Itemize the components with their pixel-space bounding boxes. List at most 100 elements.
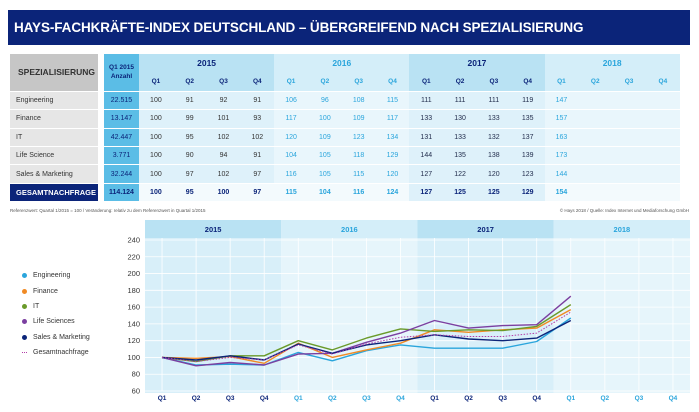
- index-value: [612, 90, 646, 110]
- index-value: 93: [240, 109, 275, 128]
- chart-legend: Engineering Finance IT Life Sciences Sales &…: [22, 268, 90, 360]
- index-value: 119: [510, 90, 545, 110]
- x-tick-label: Q4: [396, 395, 405, 402]
- quarter-header: Q2: [307, 72, 342, 91]
- year-band-header: [553, 220, 690, 238]
- row-count: 13.147: [104, 109, 139, 128]
- index-value: 120: [476, 164, 511, 183]
- y-tick-label: 140: [127, 319, 140, 328]
- index-value: 91: [172, 90, 207, 110]
- index-value: [645, 182, 680, 202]
- index-value: 94: [206, 145, 241, 165]
- index-value: 134: [375, 127, 410, 146]
- index-value: 125: [443, 182, 477, 202]
- quarter-header: Q4: [645, 72, 680, 91]
- year-band-plot: [145, 238, 282, 393]
- year-band-header: [145, 220, 282, 238]
- dotted-line-marker-icon: [22, 352, 27, 354]
- quarter-header: Q4: [375, 72, 410, 91]
- row-label: Life Science: [10, 145, 104, 165]
- index-value: [612, 164, 646, 183]
- quarter-header: Q1: [544, 72, 579, 91]
- dot-marker-icon: [22, 273, 27, 279]
- index-value: 131: [409, 127, 444, 146]
- index-value: 97: [240, 182, 275, 202]
- index-value: [645, 145, 680, 165]
- index-value: [578, 145, 613, 165]
- x-tick-label: Q3: [635, 395, 644, 402]
- index-value: 139: [510, 145, 545, 165]
- index-value: 115: [274, 182, 308, 202]
- index-value: [612, 109, 646, 128]
- year-band-header: [417, 220, 554, 238]
- index-value: [578, 127, 613, 146]
- index-value: 116: [274, 164, 308, 183]
- index-value: 92: [206, 90, 241, 110]
- index-value: [612, 182, 646, 202]
- index-value: 100: [307, 109, 342, 128]
- index-value: 111: [443, 90, 477, 110]
- y-tick-label: 180: [127, 286, 140, 295]
- year-label: 2015: [205, 225, 222, 234]
- dot-marker-icon: [22, 303, 27, 309]
- index-value: 117: [375, 109, 410, 128]
- quarter-header: Q4: [510, 72, 545, 91]
- index-value: 100: [139, 109, 173, 128]
- year-label: 2016: [341, 225, 358, 234]
- index-value: 144: [544, 164, 579, 183]
- x-tick-label: Q4: [260, 395, 269, 402]
- year-band-plot: [281, 238, 418, 393]
- y-tick-label: 220: [127, 252, 140, 261]
- index-value: 105: [307, 164, 342, 183]
- year-label: 2017: [477, 225, 494, 234]
- row-count: 42.447: [104, 127, 139, 146]
- index-value: 95: [172, 182, 207, 202]
- row-count: 22.515: [104, 90, 139, 110]
- index-value: [645, 90, 680, 110]
- index-value: 138: [476, 145, 511, 165]
- x-tick-label: Q4: [532, 395, 541, 402]
- quarter-header: Q3: [476, 72, 511, 91]
- index-value: 111: [409, 90, 444, 110]
- y-tick-label: 200: [127, 269, 140, 278]
- index-table: SPEZIALISIERUNG Q1 2015 Anzahl 2015 2016 2017…: [10, 54, 680, 202]
- year-header: 2015: [139, 54, 275, 73]
- x-tick-label: Q1: [158, 395, 167, 402]
- index-value: 132: [476, 127, 511, 146]
- quarter-header: Q1: [139, 72, 173, 91]
- index-value: 99: [172, 109, 207, 128]
- legend-label: Engineering: [33, 272, 71, 280]
- index-value: [645, 164, 680, 183]
- quarter-header: Q2: [578, 72, 613, 91]
- quarter-header: Q2: [172, 72, 207, 91]
- legend-label: IT: [33, 302, 40, 310]
- footnote-source: © Hays 2018 / Quelle: Index Internet und…: [559, 208, 689, 213]
- index-value: 91: [240, 145, 275, 165]
- row-label: Sales & Marketing: [10, 164, 104, 183]
- index-value: 124: [375, 182, 410, 202]
- index-value: [645, 127, 680, 146]
- index-value: 127: [409, 164, 444, 183]
- index-value: [612, 145, 646, 165]
- index-value: 100: [139, 164, 173, 183]
- index-value: 147: [544, 90, 579, 110]
- index-value: 135: [510, 109, 545, 128]
- quarter-header: Q3: [612, 72, 646, 91]
- index-value: 102: [206, 127, 241, 146]
- index-value: 109: [341, 109, 376, 128]
- index-value: 102: [206, 164, 241, 183]
- index-value: 144: [409, 145, 444, 165]
- x-tick-label: Q2: [601, 395, 610, 402]
- index-value: [578, 109, 613, 128]
- row-count: 3.771: [104, 145, 139, 165]
- y-tick-label: 60: [132, 387, 140, 396]
- index-value: 97: [240, 164, 275, 183]
- x-tick-label: Q1: [566, 395, 575, 402]
- page-title: HAYS-FACHKRÄFTE-INDEX DEUTSCHLAND – ÜBER…: [8, 10, 690, 45]
- index-value: 120: [274, 127, 308, 146]
- table-header-row: SPEZIALISIERUNG Q1 2015 Anzahl 2015 2016 2017…: [10, 54, 680, 91]
- dot-marker-icon: [22, 319, 27, 325]
- index-value: 100: [139, 145, 173, 165]
- index-value: 173: [544, 145, 579, 165]
- y-tick-label: 240: [127, 236, 140, 245]
